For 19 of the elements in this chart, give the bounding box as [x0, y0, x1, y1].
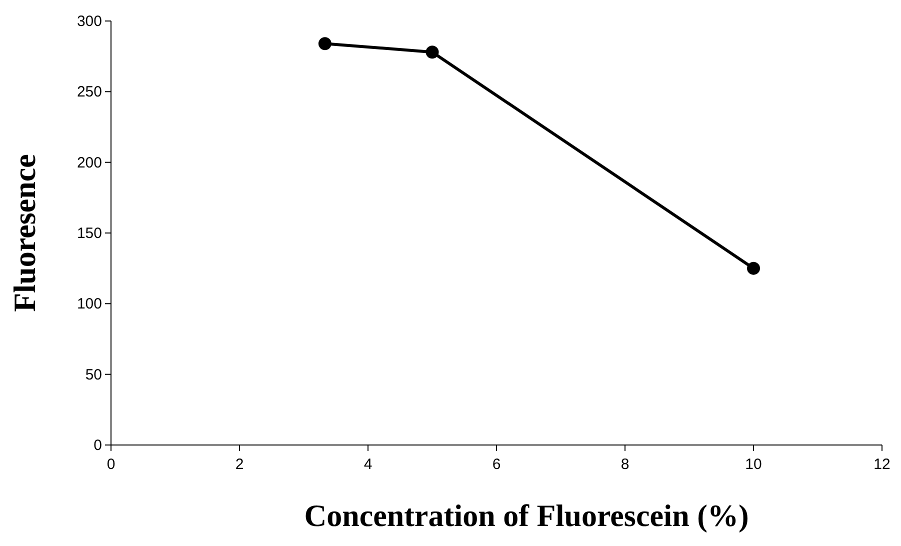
point [426, 46, 439, 59]
x-tick-label: 8 [620, 456, 630, 473]
x-tick-label: 4 [364, 456, 372, 473]
y-axis-title: Fluoresence [7, 154, 42, 312]
y-tick-label: 100 [76, 296, 102, 313]
y-tick-label: 200 [76, 154, 102, 172]
y-tick-label: 50 [85, 366, 102, 384]
x-axis-title: Concentration of Fluorescein (%) [304, 498, 749, 533]
y-tick-label: 300 [76, 13, 102, 30]
x-tick-label: 6 [492, 456, 501, 473]
y-tick-label: 0 [94, 437, 102, 454]
x-tick-label: 12 [874, 456, 890, 473]
x-tick-label: 2 [235, 456, 244, 473]
y-tick-label: 150 [76, 225, 102, 242]
point [318, 37, 332, 50]
x-tick-label: 10 [745, 456, 762, 473]
x-tick-label: 0 [106, 456, 116, 473]
y-tick-label: 250 [76, 84, 102, 101]
point [747, 262, 760, 275]
